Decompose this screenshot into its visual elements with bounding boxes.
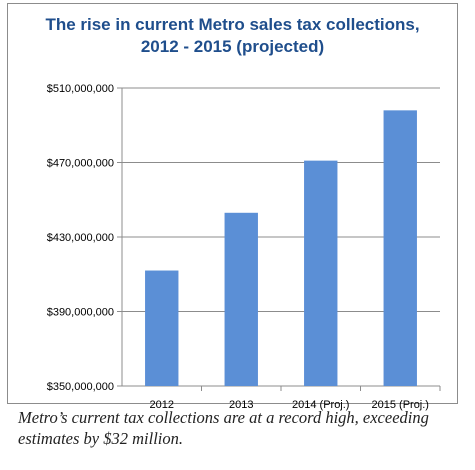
chart-title: The rise in current Metro sales tax coll… — [8, 14, 457, 58]
bar-2015-proj — [383, 110, 417, 386]
bar-2012 — [145, 270, 179, 386]
x-tick-label: 2013 — [229, 399, 253, 411]
x-tick-label: 2014 (Proj.) — [292, 399, 349, 411]
figure-caption: Metro’s current tax collections are at a… — [18, 408, 429, 448]
x-tick-label: 2012 — [150, 399, 174, 411]
y-tick-label: $510,000,000 — [47, 83, 114, 95]
y-tick-label: $430,000,000 — [47, 232, 114, 244]
bar-2013 — [224, 212, 258, 386]
chart-title-line-2: 2012 - 2015 (projected) — [140, 37, 325, 56]
x-tick-label: 2015 (Proj.) — [372, 399, 429, 411]
bar-2014-proj — [304, 160, 338, 386]
y-tick-label: $390,000,000 — [47, 307, 114, 319]
y-tick-label: $470,000,000 — [47, 158, 114, 170]
chart-title-line-1: The rise in current Metro sales tax coll… — [45, 15, 420, 34]
y-tick-label: $350,000,000 — [47, 381, 114, 393]
